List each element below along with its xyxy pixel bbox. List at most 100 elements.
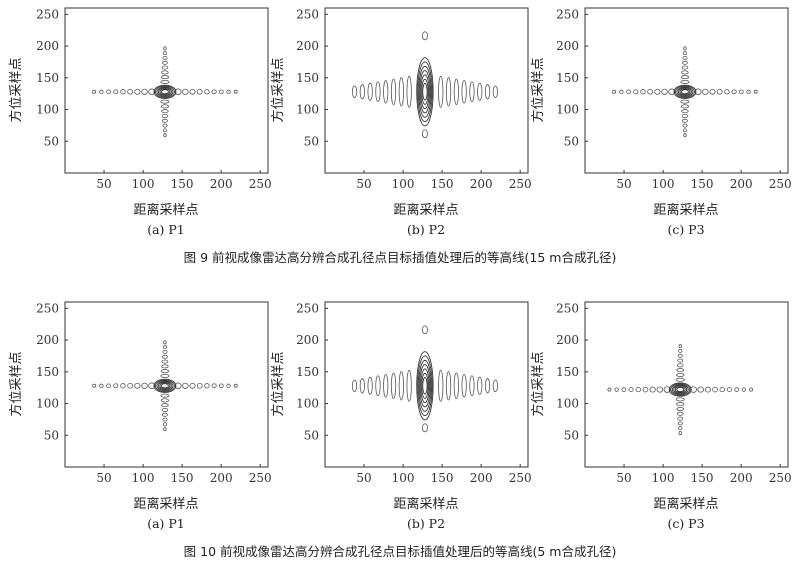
figure-caption: 图 9 前视成像雷达高分辨合成孔径点目标插值处理后的等高线(15 m合成孔径) <box>184 250 617 265</box>
sidelobe-contour <box>642 386 649 393</box>
tick-labels: 50 100 150 200 250 50 100 150 200 250 <box>36 301 272 485</box>
y-axis-label: 方位采样点 <box>530 57 546 122</box>
sidelobe-contour <box>621 387 627 392</box>
panel-fig9-a: 50 100 150 200 250 50 100 150 200 250 距离采样点 方位采样点… <box>8 7 272 237</box>
sidelobe-contour <box>204 89 210 95</box>
x-tick-label: 200 <box>470 177 493 191</box>
sidelobe-contour <box>383 373 389 398</box>
sidelobe-contour <box>161 403 169 408</box>
sidelobe-contour <box>162 345 168 350</box>
sidelobe-contour <box>162 422 168 427</box>
mainlobe-contour <box>676 86 694 98</box>
tick-labels: 50 100 150 200 250 50 100 150 200 250 <box>36 7 272 191</box>
sidelobe-contour <box>678 348 683 353</box>
y-tick-label: 100 <box>556 397 579 411</box>
x-tick-label: 200 <box>210 471 233 485</box>
lower-spot-contour <box>421 423 428 433</box>
x-tick-label: 50 <box>616 471 631 485</box>
y-tick-label: 250 <box>556 301 579 315</box>
mainlobe-contour <box>416 351 434 421</box>
sidelobe-contour <box>163 46 167 51</box>
sidelobe-contour <box>99 89 104 94</box>
mainlobe-contour <box>417 61 433 123</box>
sidelobe-contour <box>676 372 685 377</box>
sidelobe-contour <box>226 89 231 94</box>
sidelobe-contour <box>162 51 168 56</box>
sidelobe-contour <box>741 387 747 392</box>
y-tick-label: 250 <box>296 7 319 21</box>
figure-caption: 图 10 前视成像雷达高分辨合成孔径点目标插值处理后的等高线(5 m合成孔径) <box>184 544 617 559</box>
mainlobe-contour <box>670 383 691 396</box>
sidelobe-contour <box>398 77 404 107</box>
sidelobe-contour <box>162 55 168 60</box>
sidelobe-contour <box>453 372 459 399</box>
contour-lines <box>612 46 758 138</box>
mainlobe-contour <box>159 382 171 390</box>
sidelobe-contour <box>161 359 169 364</box>
x-axis-label: 距离采样点 <box>653 202 718 218</box>
sidelobe-contour <box>160 373 170 378</box>
sidelobe-contour <box>182 382 189 389</box>
sidelobe-contour <box>162 349 168 354</box>
x-tick-label: 250 <box>249 471 272 485</box>
contour-lines <box>92 46 238 138</box>
contour-lines <box>351 31 498 139</box>
panel-caption: (c) P3 <box>667 516 704 531</box>
panel-caption: (a) P1 <box>147 222 185 237</box>
x-tick-label: 100 <box>132 177 155 191</box>
sidelobe-contour <box>390 78 397 105</box>
panel-fig10-b: 50 100 150 200 250 50 100 150 200 250 距离采样点 方位采样点… <box>270 301 532 531</box>
mainlobe-contour <box>674 85 695 98</box>
y-tick-label: 250 <box>36 301 59 315</box>
sidelobe-contour <box>383 79 389 104</box>
y-tick-label: 250 <box>36 7 59 21</box>
y-tick-label: 50 <box>564 428 579 442</box>
sidelobe-contour <box>680 79 690 84</box>
sidelobe-contour <box>438 369 444 402</box>
mainlobe-contour <box>153 84 177 99</box>
plot-frame <box>324 301 529 468</box>
y-tick-label: 150 <box>36 365 59 379</box>
sidelobe-contour <box>182 88 189 95</box>
upper-spot-contour <box>421 31 428 41</box>
mainlobe-contour <box>674 386 686 394</box>
tick-labels: 50 100 150 200 250 50 100 150 200 250 <box>556 7 792 191</box>
sidelobe-contour <box>677 353 683 358</box>
y-tick-label: 150 <box>556 71 579 85</box>
sidelobe-contour <box>484 84 491 100</box>
sidelobe-contour <box>716 89 723 95</box>
sidelobe-contour <box>163 340 167 345</box>
x-tick-label: 150 <box>431 177 454 191</box>
mainlobe-contour <box>153 378 177 393</box>
tick-labels: 50 100 150 200 250 50 100 150 200 250 <box>296 301 532 485</box>
sidelobe-contour <box>681 109 689 114</box>
y-tick-label: 100 <box>296 103 319 117</box>
mainlobe-contour <box>668 382 692 397</box>
y-tick-label: 50 <box>564 134 579 148</box>
mainlobe-contour <box>676 387 685 393</box>
y-tick-label: 200 <box>556 333 579 347</box>
y-tick-label: 50 <box>44 134 59 148</box>
x-tick-label: 150 <box>171 471 194 485</box>
sidelobe-contour <box>612 89 617 94</box>
panel-fig10-a: 50 100 150 200 250 50 100 150 200 250 距离采样点 方位采样点… <box>8 301 272 531</box>
y-tick-label: 150 <box>296 365 319 379</box>
sidelobe-contour <box>445 77 452 107</box>
sidelobe-contour <box>160 369 170 374</box>
sidelobe-contour <box>218 383 224 389</box>
x-tick-label: 100 <box>132 471 155 485</box>
contour-lines <box>351 325 498 433</box>
mainlobe-contour <box>418 359 432 412</box>
sidelobe-contour <box>469 375 475 397</box>
tick-labels: 50 100 150 200 250 50 100 150 200 250 <box>556 301 792 485</box>
sidelobe-contour <box>106 383 111 389</box>
sidelobe-contour <box>445 371 452 401</box>
sidelobe-contour <box>99 383 104 388</box>
sidelobe-contour <box>162 354 168 359</box>
plot-frame <box>324 7 529 174</box>
sidelobe-contour <box>161 113 169 118</box>
sidelobe-contour <box>484 378 491 394</box>
x-tick-label: 100 <box>652 471 675 485</box>
sidelobe-contour <box>160 398 170 403</box>
x-tick-label: 250 <box>509 471 532 485</box>
